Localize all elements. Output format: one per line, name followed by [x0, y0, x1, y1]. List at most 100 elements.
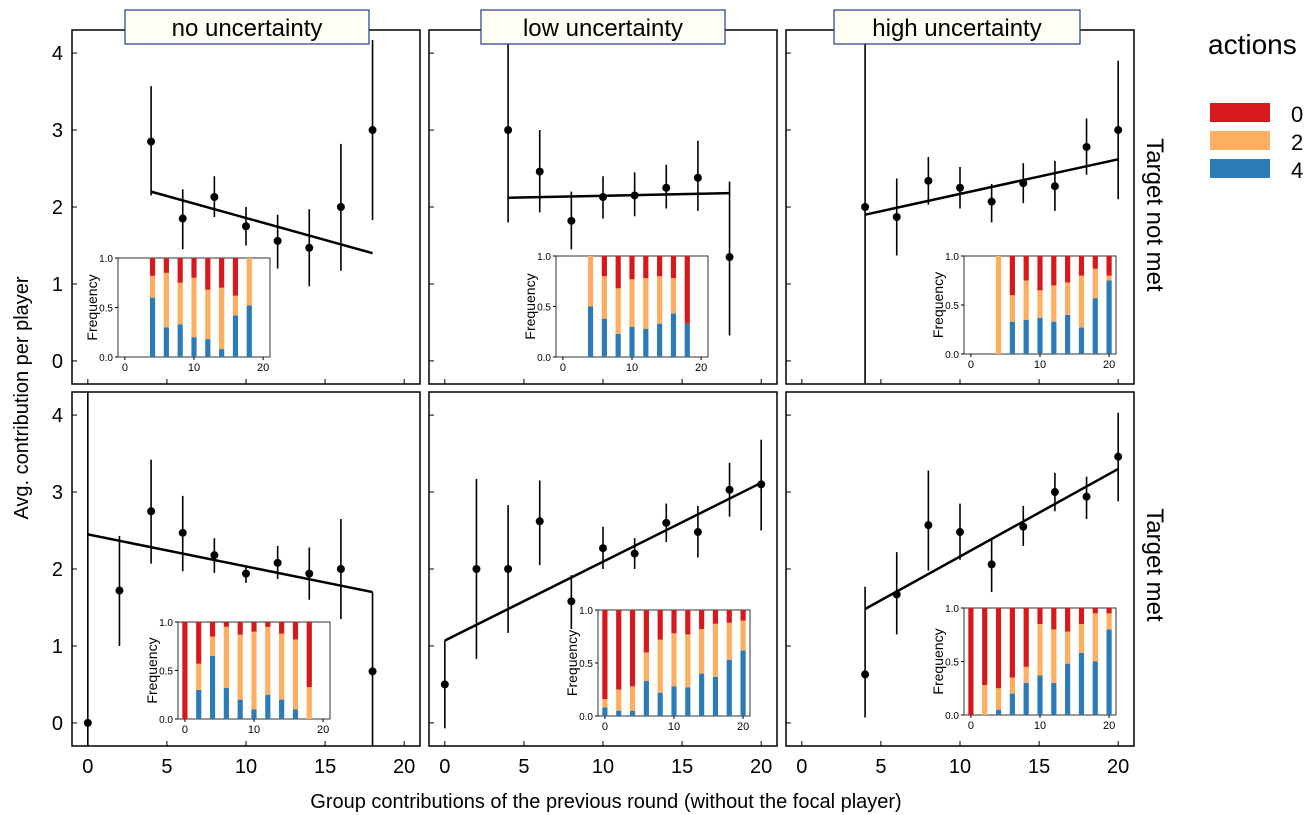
bar-segment-action-0 [657, 610, 663, 640]
data-point [757, 480, 766, 489]
inset-frequency-chart: 0.0 0.5 1.0 0 10 20 Frequency [144, 618, 331, 736]
bar-segment-action-2 [1037, 624, 1043, 676]
bar-segment-action-2 [1065, 631, 1071, 664]
bar-segment-action-2 [246, 258, 252, 306]
data-point [861, 203, 870, 211]
bar-segment-action-0 [306, 622, 312, 687]
bar-segment-action-2 [657, 639, 663, 693]
bar-segment-action-2 [616, 689, 622, 711]
bar-segment-action-4 [740, 650, 746, 716]
data-point [504, 565, 513, 573]
data-point [1050, 488, 1059, 497]
bar-segment-action-2 [306, 686, 312, 719]
data-point [892, 590, 901, 599]
bar-segment-action-4 [712, 676, 719, 716]
inset-x-tick-label: 0 [182, 724, 188, 736]
inset-y-tick-label: 0.5 [945, 301, 959, 312]
regression-line [508, 191, 730, 200]
bar-segment-action-4 [643, 681, 649, 716]
bar-segment-action-4 [1009, 693, 1015, 715]
data-point [440, 680, 449, 689]
bar-segment-action-0 [1078, 608, 1085, 625]
bar-segment-action-2 [223, 626, 229, 688]
legend-title: actions [1208, 29, 1297, 60]
data-point [535, 517, 544, 526]
bar-segment-action-2 [209, 636, 216, 656]
data-area [440, 439, 766, 729]
column-header-label: no uncertainty [172, 15, 323, 42]
bar-segment-action-4 [1009, 321, 1015, 354]
bar-segment-action-0 [699, 610, 705, 630]
data-point [147, 137, 156, 146]
bar-segment-action-2 [1106, 275, 1112, 281]
column-header-box [833, 9, 1081, 45]
data-point [987, 560, 996, 569]
data-point [987, 197, 996, 206]
bar-segment-action-0 [657, 256, 663, 277]
y-tick-label: 2 [52, 559, 63, 581]
x-tick-label: 5 [875, 756, 886, 778]
bar-segment-action-4 [615, 333, 621, 357]
bar-segment-action-4 [685, 687, 691, 716]
bar-segment-action-4 [205, 339, 211, 357]
inset-y-tick-label: 0.0 [579, 712, 593, 723]
y-tick-label: 3 [52, 482, 63, 504]
data-point [368, 667, 377, 676]
bar-segment-action-2 [196, 663, 202, 690]
bar-segment-action-4 [163, 327, 169, 357]
data-point [892, 213, 901, 222]
bar-segment-action-4 [149, 297, 156, 357]
data-point [178, 528, 187, 537]
bar-segment-action-0 [219, 258, 225, 288]
data-point [535, 167, 544, 176]
bar-segment-action-2 [726, 622, 732, 660]
x-tick-label: 15 [671, 756, 693, 778]
bar-segment-action-0 [982, 608, 988, 686]
bar-segment-action-0 [601, 256, 607, 277]
bar-segment-action-2 [191, 277, 197, 338]
bar-segment-action-4 [616, 710, 622, 716]
inset-y-axis-label: Frequency [564, 630, 580, 696]
bar-segment-action-0 [670, 256, 677, 279]
x-tick-label: 0 [796, 756, 807, 778]
bar-segment-action-4 [232, 315, 239, 357]
bar-segment-action-4 [1106, 629, 1112, 715]
x-tick-label: 20 [750, 756, 772, 778]
bar-segment-action-0 [1106, 608, 1112, 614]
inset-y-tick-label: 0.5 [579, 659, 593, 670]
bar-segment-action-0 [1009, 608, 1015, 678]
data-point [725, 485, 734, 494]
bar-segment-action-2 [643, 278, 649, 329]
bar-segment-action-4 [726, 659, 732, 716]
bar-segment-action-0 [1037, 256, 1043, 291]
bar-segment-action-2 [163, 272, 169, 328]
bar-segment-action-2 [699, 629, 705, 674]
data-point [273, 558, 282, 567]
inset-x-tick-label: 0 [968, 359, 974, 371]
bar-segment-action-4 [629, 710, 636, 716]
bar-segment-action-4 [1037, 675, 1043, 715]
panel-target-met-high-uncertainty: 0 5 10 15 20 0.0 0.5 1.0 0 10 20 Frequency [785, 391, 1135, 778]
bar-segment-action-4 [995, 709, 1002, 715]
bar-segment-action-4 [237, 699, 243, 719]
bar-segment-action-4 [1106, 280, 1112, 354]
inset-y-tick-label: 1.0 [945, 252, 959, 263]
panel-target-not-met-low-uncertainty: 0.0 0.5 1.0 0 10 20 Frequency [428, 29, 778, 385]
regression-line [864, 158, 1119, 216]
data-point [861, 670, 870, 679]
data-point [630, 549, 639, 558]
bar-segment-action-2 [615, 288, 621, 334]
inset-frequency-chart: 0.0 0.5 1.0 0 10 20 Frequency [522, 252, 709, 374]
data-area [147, 40, 377, 287]
bar-segment-action-0 [191, 258, 197, 278]
inset-y-tick-label: 1.0 [579, 606, 593, 617]
inset-y-tick-label: 0.5 [159, 667, 173, 678]
x-tick-label: 20 [1107, 756, 1129, 778]
bar-segment-action-0 [149, 258, 156, 276]
bar-segment-action-2 [982, 685, 988, 715]
regression-line [150, 190, 373, 255]
bar-segment-action-0 [995, 608, 1002, 689]
bar-segment-action-0 [1023, 256, 1029, 281]
